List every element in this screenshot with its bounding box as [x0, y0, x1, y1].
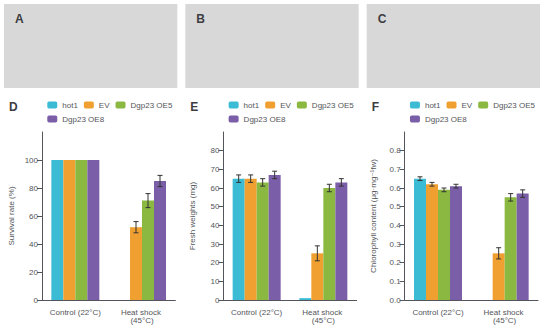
- svg-text:0.6: 0.6: [390, 184, 402, 193]
- svg-text:60: 60: [210, 184, 219, 193]
- svg-text:Dgp23 OE5: Dgp23 OE5: [131, 101, 173, 110]
- svg-text:Dgp23 OE8: Dgp23 OE8: [244, 115, 286, 124]
- svg-text:Heat shock: Heat shock: [302, 307, 345, 317]
- svg-text:Control (22°C): Control (22°C): [50, 308, 102, 317]
- svg-text:Control (22°C): Control (22°C): [231, 308, 283, 317]
- svg-text:80: 80: [210, 146, 219, 155]
- svg-text:30: 30: [210, 240, 219, 249]
- svg-text:Fresh weights (mg): Fresh weights (mg): [188, 181, 197, 250]
- svg-text:C: C: [378, 12, 387, 26]
- svg-text:50: 50: [210, 202, 219, 211]
- svg-text:Chlorophyll content (μg·mg⁻¹fw: Chlorophyll content (μg·mg⁻¹fw): [369, 159, 378, 273]
- svg-text:0.4: 0.4: [390, 221, 402, 230]
- svg-text:20: 20: [29, 268, 38, 277]
- svg-text:100: 100: [25, 156, 39, 165]
- svg-text:Dgp23 OE5: Dgp23 OE5: [312, 101, 354, 110]
- svg-text:EV: EV: [462, 101, 473, 110]
- svg-text:60: 60: [29, 212, 38, 221]
- svg-text:E: E: [190, 100, 198, 114]
- svg-text:0.7: 0.7: [390, 165, 402, 174]
- svg-text:F: F: [372, 100, 379, 114]
- svg-text:Control (22°C): Control (22°C): [412, 308, 464, 317]
- svg-text:Dgp23 OE8: Dgp23 OE8: [62, 115, 104, 124]
- svg-text:B: B: [196, 12, 205, 26]
- svg-text:(45°C): (45°C): [312, 316, 336, 325]
- svg-text:0: 0: [215, 296, 220, 305]
- svg-text:EV: EV: [99, 101, 110, 110]
- svg-text:hot1: hot1: [62, 101, 78, 110]
- svg-text:20: 20: [210, 258, 219, 267]
- svg-text:10: 10: [210, 277, 219, 286]
- svg-text:D: D: [9, 100, 18, 114]
- svg-text:0.0: 0.0: [390, 296, 402, 305]
- svg-text:0.5: 0.5: [390, 202, 402, 211]
- svg-text:Survival rate (%): Survival rate (%): [7, 186, 16, 245]
- svg-text:Heat shock: Heat shock: [483, 307, 526, 317]
- svg-text:A: A: [15, 12, 24, 26]
- svg-text:hot1: hot1: [425, 101, 441, 110]
- svg-text:70: 70: [210, 165, 219, 174]
- svg-text:0.1: 0.1: [390, 277, 402, 286]
- svg-text:0.8: 0.8: [390, 146, 402, 155]
- svg-text:Dgp23 OE8: Dgp23 OE8: [425, 115, 467, 124]
- svg-text:hot1: hot1: [244, 101, 260, 110]
- svg-text:0.3: 0.3: [390, 240, 402, 249]
- svg-text:0.2: 0.2: [390, 258, 402, 267]
- svg-text:(45°C): (45°C): [130, 316, 154, 325]
- svg-text:(45°C): (45°C): [493, 316, 517, 325]
- svg-text:0: 0: [34, 296, 39, 305]
- svg-text:EV: EV: [280, 101, 291, 110]
- svg-text:40: 40: [29, 240, 38, 249]
- svg-text:40: 40: [210, 221, 219, 230]
- svg-text:Heat shock: Heat shock: [120, 307, 164, 317]
- svg-text:Dgp23 OE5: Dgp23 OE5: [493, 101, 535, 110]
- svg-text:80: 80: [29, 184, 38, 193]
